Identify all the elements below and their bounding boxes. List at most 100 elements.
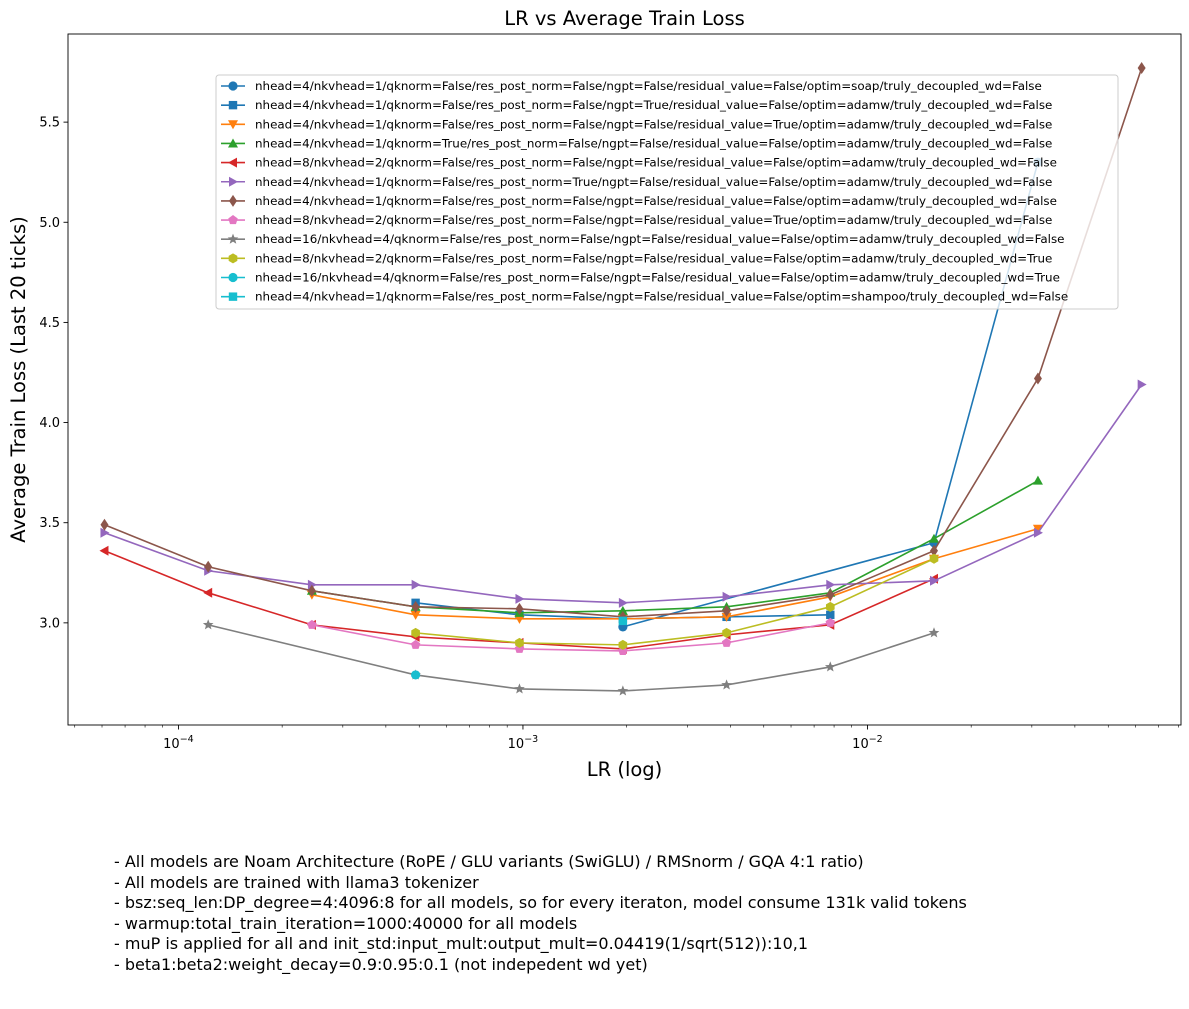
legend-label: nhead=4/nkvhead=1/qknorm=False/res_post_… xyxy=(255,98,1052,112)
x-tick-label: 10−3 xyxy=(508,734,539,752)
data-point xyxy=(825,617,836,627)
data-point xyxy=(514,683,525,694)
data-point xyxy=(307,619,317,629)
legend-label: nhead=4/nkvhead=1/qknorm=False/res_post_… xyxy=(255,117,1052,131)
data-point xyxy=(100,527,110,538)
data-point xyxy=(1137,379,1147,390)
legend-frame xyxy=(215,74,1119,310)
legend-item: nhead=8/nkvhead=2/qknorm=False/res_post_… xyxy=(221,251,1052,265)
data-point xyxy=(514,614,525,624)
data-point xyxy=(411,579,421,590)
note-line: - All models are trained with llama3 tok… xyxy=(114,872,479,892)
legend-label: nhead=4/nkvhead=1/qknorm=False/res_post_… xyxy=(255,79,1042,93)
x-tick-base: 10 xyxy=(852,737,869,752)
x-tick-exponent: −3 xyxy=(524,734,538,745)
data-point xyxy=(929,533,939,543)
legend-label: nhead=8/nkvhead=2/qknorm=False/res_post_… xyxy=(255,156,1057,170)
plot-frame xyxy=(67,33,1182,726)
series-line xyxy=(311,479,1039,614)
notes-block: - All models are Noam Architecture (RoPE… xyxy=(114,852,1154,976)
data-point xyxy=(307,579,317,590)
legend-item: nhead=4/nkvhead=1/qknorm=False/res_post_… xyxy=(221,79,1042,93)
data-point xyxy=(617,685,629,696)
series-line xyxy=(104,384,1143,604)
legend-marker xyxy=(229,176,238,187)
data-point xyxy=(202,619,214,630)
y-tick-label: 4.0 xyxy=(39,416,60,431)
legend-label: nhead=16/nkvhead=4/qknorm=False/res_post… xyxy=(255,271,1060,285)
x-tick-base: 10 xyxy=(163,737,180,752)
data-point xyxy=(1032,475,1043,485)
legend-label: nhead=4/nkvhead=1/qknorm=False/res_post_… xyxy=(255,290,1068,304)
legend-item: nhead=4/nkvhead=1/qknorm=False/res_post_… xyxy=(221,98,1052,112)
series-line xyxy=(208,624,935,692)
x-tick-label: 10−4 xyxy=(163,734,194,752)
line-chart: LR vs Average Train Loss LR (log) Average … xyxy=(7,7,1182,781)
data-point xyxy=(99,545,109,556)
legend-marker xyxy=(228,138,238,148)
data-point xyxy=(826,610,835,620)
data-point xyxy=(1032,524,1043,534)
series-11 xyxy=(411,670,421,680)
data-point xyxy=(203,587,213,598)
data-point xyxy=(929,553,939,564)
chart-title: LR vs Average Train Loss xyxy=(504,7,745,30)
data-point xyxy=(930,544,938,557)
data-point xyxy=(722,591,732,602)
legend-marker xyxy=(228,81,238,91)
y-tick-label: 3.5 xyxy=(39,516,60,531)
legend-label: nhead=4/nkvhead=1/qknorm=False/res_post_… xyxy=(255,194,1057,208)
series-9 xyxy=(202,619,940,696)
legend: nhead=4/nkvhead=1/qknorm=False/res_post_… xyxy=(215,74,1119,310)
legend-marker xyxy=(228,292,238,301)
x-tick-exponent: −4 xyxy=(180,734,194,745)
data-point xyxy=(515,602,524,615)
x-tick-label: 10−2 xyxy=(852,734,883,752)
legend-label: nhead=8/nkvhead=2/qknorm=False/res_post_… xyxy=(255,251,1052,265)
note-line: - beta1:beta2:weight_decay=0.9:0.95:0.1 … xyxy=(114,954,648,974)
x-tick-base: 10 xyxy=(508,737,525,752)
legend-marker xyxy=(228,120,238,130)
data-point xyxy=(618,639,628,650)
legend-item: nhead=4/nkvhead=1/qknorm=True/res_post_n… xyxy=(221,136,1052,150)
data-point xyxy=(722,604,731,617)
data-point xyxy=(928,627,940,638)
legend-item: nhead=16/nkvhead=4/qknorm=False/res_post… xyxy=(221,271,1060,285)
data-point xyxy=(411,627,420,638)
data-point xyxy=(721,679,732,690)
legend-item: nhead=8/nkvhead=2/qknorm=False/res_post_… xyxy=(221,213,1052,227)
y-tick-label: 5.5 xyxy=(39,116,60,131)
note-line: - warmup:total_train_iteration=1000:4000… xyxy=(114,913,578,933)
data-point xyxy=(100,518,109,531)
legend-item: nhead=4/nkvhead=1/qknorm=False/res_post_… xyxy=(221,290,1068,304)
legend-item: nhead=16/nkvhead=4/qknorm=False/res_post… xyxy=(221,232,1065,246)
data-point xyxy=(410,610,421,620)
legend-marker xyxy=(228,157,237,168)
note-line: - All models are Noam Architecture (RoPE… xyxy=(114,852,864,871)
series-line xyxy=(311,527,1039,620)
legend-label: nhead=16/nkvhead=4/qknorm=False/res_post… xyxy=(255,232,1065,246)
legend-marker xyxy=(228,272,238,283)
data-point xyxy=(515,593,525,604)
series-10 xyxy=(411,553,939,650)
data-point xyxy=(824,661,836,672)
y-tick-label: 3.0 xyxy=(39,616,60,631)
y-tick-label: 5.0 xyxy=(39,216,60,231)
data-point xyxy=(617,605,628,615)
series-line xyxy=(311,622,831,652)
legend-item: nhead=4/nkvhead=1/qknorm=False/res_post_… xyxy=(221,194,1057,208)
data-point xyxy=(410,639,421,649)
data-point xyxy=(1137,62,1146,75)
series-line xyxy=(415,558,935,646)
series-8 xyxy=(307,617,836,655)
note-line: - muP is applied for all and init_std:in… xyxy=(114,934,809,954)
y-tick-label: 4.5 xyxy=(39,316,60,331)
series-6 xyxy=(100,379,1147,608)
data-point xyxy=(411,670,421,680)
legend-marker xyxy=(227,233,239,244)
note-line: - bsz:seq_len:DP_degree=4:4096:8 for all… xyxy=(114,893,967,913)
data-point xyxy=(721,637,732,647)
legend-marker xyxy=(228,253,238,264)
data-point xyxy=(411,600,420,613)
data-point xyxy=(515,637,524,648)
